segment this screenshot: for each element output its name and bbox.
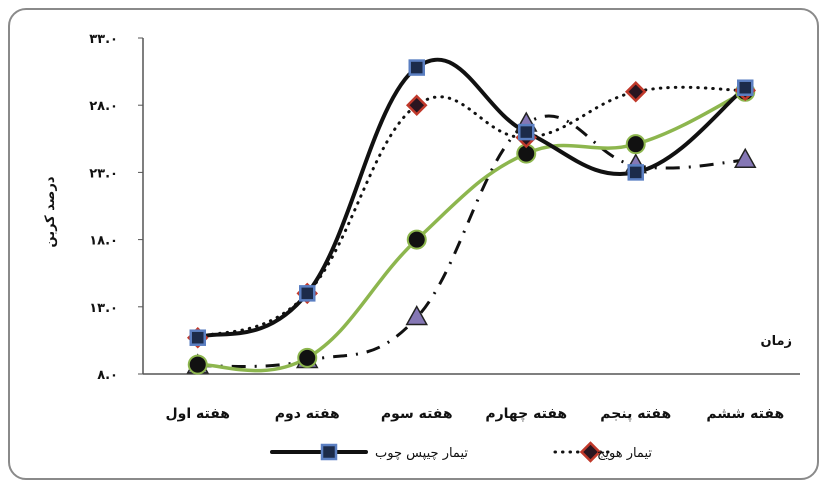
x-tick-label: هفته دوم — [275, 406, 340, 422]
data-point-s1 — [627, 164, 644, 181]
data-point-s3 — [406, 229, 427, 250]
data-point-s4 — [733, 147, 757, 169]
data-point-s1 — [299, 285, 316, 302]
y-tick-label: ۲۳.۰ — [89, 166, 118, 181]
series-line-4 — [197, 114, 746, 368]
data-point-s3 — [187, 354, 208, 375]
data-point-s2 — [624, 80, 647, 103]
data-point-s1 — [737, 79, 754, 96]
data-point-s3 — [625, 134, 646, 155]
y-tick-label: ۳۳.۰ — [89, 32, 118, 47]
y-tick-label: ۲۸.۰ — [89, 99, 118, 114]
data-point-s3 — [297, 347, 318, 368]
legend-label: تیمار هویج — [597, 446, 652, 461]
x-tick-label: هفته پنجم — [600, 406, 671, 422]
legend-label: تیمار چیپس چوب — [375, 446, 468, 461]
y-tick-label: ۸.۰ — [97, 368, 118, 383]
x-tick-label: هفته چهارم — [485, 406, 567, 422]
series-line-1 — [195, 57, 748, 340]
y-axis-label: درصد کربن — [43, 176, 58, 247]
data-point-s1 — [518, 123, 535, 141]
marker-layer — [186, 59, 757, 375]
x-axis-label: زمان — [760, 334, 792, 349]
legend-swatch-marker — [320, 443, 338, 461]
data-point-s1 — [189, 329, 206, 346]
x-tick-label: هفته سوم — [381, 406, 453, 422]
series-layer — [195, 57, 748, 373]
data-point-s2 — [405, 94, 428, 116]
legend-swatch-marker — [579, 441, 602, 463]
x-tick-label: هفته اول — [165, 406, 230, 422]
y-tick-label: ۱۳.۰ — [89, 301, 118, 316]
series-line-3 — [196, 90, 747, 373]
data-point-s1 — [408, 59, 425, 76]
data-point-s4 — [405, 305, 429, 326]
axes: ۸.۰ ۱۳.۰ ۱۸.۰ ۲۳.۰ ۲۸.۰ ۳۳.۰ هفته اول هفته دوم ه… — [89, 32, 800, 422]
legend: تیمار چیپس چوب تیمار هویج — [270, 441, 652, 463]
x-tick-label: هفته ششم — [706, 406, 784, 422]
y-tick-label: ۱۸.۰ — [89, 234, 118, 249]
